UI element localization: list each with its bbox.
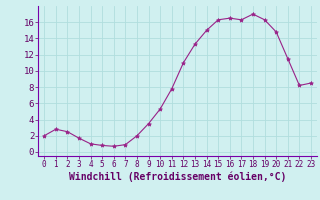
X-axis label: Windchill (Refroidissement éolien,°C): Windchill (Refroidissement éolien,°C) [69,172,286,182]
